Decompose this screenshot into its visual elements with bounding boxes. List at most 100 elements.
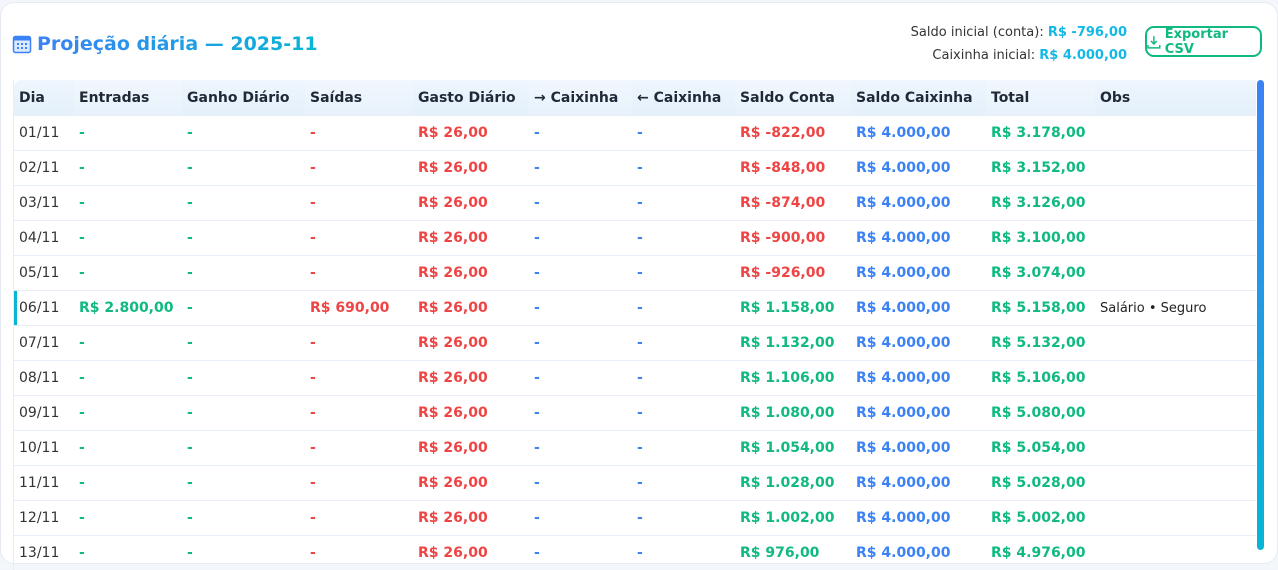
cell: - xyxy=(529,326,632,361)
cell: - xyxy=(74,326,182,361)
cell: R$ 4.000,00 xyxy=(851,186,986,221)
cell: - xyxy=(632,431,735,466)
cell: R$ 26,00 xyxy=(413,431,529,466)
cell: - xyxy=(74,361,182,396)
cell: R$ 26,00 xyxy=(413,501,529,536)
cell: 02/11 xyxy=(14,151,75,186)
export-label: Exportar CSV xyxy=(1165,27,1260,57)
cell: - xyxy=(632,326,735,361)
cell: R$ 4.000,00 xyxy=(851,396,986,431)
column-header: ← Caixinha xyxy=(632,80,735,116)
cell: R$ 4.000,00 xyxy=(851,536,986,570)
cell xyxy=(1095,116,1256,151)
column-header: Entradas xyxy=(74,80,182,116)
cell: R$ 26,00 xyxy=(413,361,529,396)
cell xyxy=(1095,151,1256,186)
cell: - xyxy=(632,291,735,326)
cell: - xyxy=(305,361,413,396)
initial-balances: Saldo inicial (conta): R$ -796,00 Caixin… xyxy=(911,21,1127,67)
cell: R$ 4.000,00 xyxy=(851,256,986,291)
cell: R$ 5.080,00 xyxy=(986,396,1095,431)
scrollbar[interactable] xyxy=(1257,80,1264,550)
cell: - xyxy=(529,151,632,186)
cell: - xyxy=(182,431,305,466)
cell: - xyxy=(74,396,182,431)
cell: - xyxy=(74,256,182,291)
cell: R$ 4.000,00 xyxy=(851,221,986,256)
cell: - xyxy=(632,151,735,186)
cell: - xyxy=(632,466,735,501)
cell: R$ 26,00 xyxy=(413,221,529,256)
cell: - xyxy=(632,361,735,396)
cell: R$ 5.054,00 xyxy=(986,431,1095,466)
column-header: Gasto Diário xyxy=(413,80,529,116)
cell: R$ 3.152,00 xyxy=(986,151,1095,186)
export-csv-button[interactable]: Exportar CSV xyxy=(1145,26,1262,57)
cell: R$ 3.074,00 xyxy=(986,256,1095,291)
cell: 09/11 xyxy=(14,396,75,431)
column-header: Obs xyxy=(1095,80,1256,116)
cell: R$ 1.106,00 xyxy=(735,361,851,396)
cell: - xyxy=(529,291,632,326)
cell xyxy=(1095,396,1256,431)
cell: - xyxy=(632,221,735,256)
cell: - xyxy=(632,501,735,536)
cell: R$ 4.000,00 xyxy=(851,116,986,151)
cell: - xyxy=(529,396,632,431)
cell: 10/11 xyxy=(14,431,75,466)
cell: - xyxy=(305,116,413,151)
cell: 07/11 xyxy=(14,326,75,361)
cell: R$ -822,00 xyxy=(735,116,851,151)
cell: - xyxy=(529,256,632,291)
cell: R$ 1.080,00 xyxy=(735,396,851,431)
cell: 08/11 xyxy=(14,361,75,396)
cell: - xyxy=(529,116,632,151)
caixinha-value: R$ 4.000,00 xyxy=(1039,48,1127,63)
cell xyxy=(1095,466,1256,501)
column-header: Saldo Caixinha xyxy=(851,80,986,116)
cell: - xyxy=(74,466,182,501)
cell xyxy=(1095,221,1256,256)
cell: - xyxy=(182,221,305,256)
cell: - xyxy=(529,361,632,396)
cell: 06/11 xyxy=(14,291,75,326)
cell: R$ -874,00 xyxy=(735,186,851,221)
cell: 05/11 xyxy=(14,256,75,291)
cell: - xyxy=(182,501,305,536)
cell: - xyxy=(529,501,632,536)
cell: - xyxy=(632,396,735,431)
cell xyxy=(1095,501,1256,536)
cell: R$ 690,00 xyxy=(305,291,413,326)
cell: 12/11 xyxy=(14,501,75,536)
caixinha-label: Caixinha inicial: xyxy=(932,48,1035,63)
cell: R$ 4.000,00 xyxy=(851,151,986,186)
cell: - xyxy=(182,326,305,361)
cell: - xyxy=(182,536,305,570)
cell: - xyxy=(529,536,632,570)
cell xyxy=(1095,361,1256,396)
cell xyxy=(1095,536,1256,570)
cell: R$ 5.106,00 xyxy=(986,361,1095,396)
cell: R$ 26,00 xyxy=(413,256,529,291)
cell: - xyxy=(182,396,305,431)
cell: R$ 1.132,00 xyxy=(735,326,851,361)
cell: R$ 2.800,00 xyxy=(74,291,182,326)
page-title: Projeção diária — 2025-11 xyxy=(12,33,318,55)
cell: - xyxy=(182,116,305,151)
download-icon xyxy=(1147,35,1161,49)
cell: - xyxy=(74,536,182,570)
cell: R$ 4.000,00 xyxy=(851,291,986,326)
cell: R$ 26,00 xyxy=(413,291,529,326)
cell: R$ 5.132,00 xyxy=(986,326,1095,361)
cell: R$ -926,00 xyxy=(735,256,851,291)
cell: - xyxy=(632,256,735,291)
saldo-label: Saldo inicial (conta): xyxy=(911,25,1044,40)
saldo-value: R$ -796,00 xyxy=(1048,25,1127,40)
